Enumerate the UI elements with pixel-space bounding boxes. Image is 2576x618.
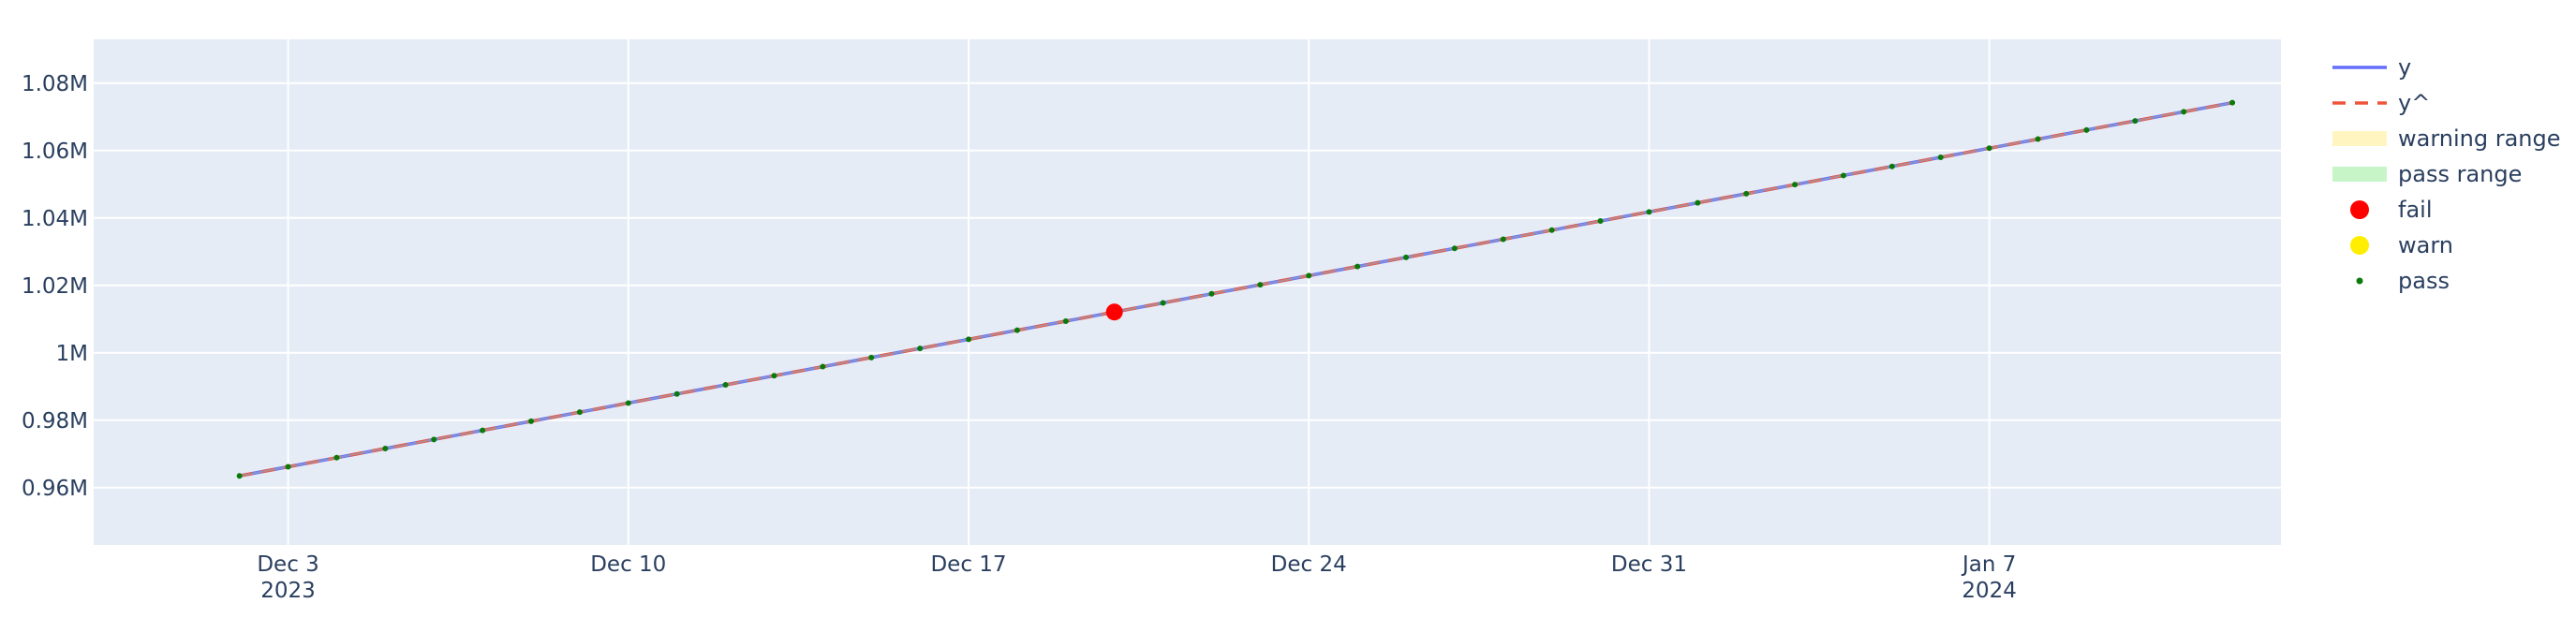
series-layer xyxy=(239,100,2233,478)
legend-item: y xyxy=(2332,54,2411,81)
pass-marker xyxy=(1597,218,1604,225)
pass-marker xyxy=(625,400,631,406)
legend-item: fail xyxy=(2350,197,2433,223)
pass-marker xyxy=(1937,154,1944,160)
legend: y y^ warning range pass range fail warn pass xyxy=(2332,54,2561,294)
pass-marker xyxy=(2229,99,2236,106)
pass-marker xyxy=(1841,172,1846,179)
pass-marker xyxy=(1548,227,1555,233)
pass-marker xyxy=(1062,317,1069,324)
pass-marker xyxy=(2132,118,2139,125)
legend-label: y xyxy=(2398,54,2411,81)
markers-layer xyxy=(236,99,2236,479)
legend-label: fail xyxy=(2398,197,2433,223)
pass-marker xyxy=(1208,290,1215,297)
pass-marker xyxy=(382,446,389,452)
pass-marker xyxy=(333,454,340,461)
pass-marker xyxy=(771,373,777,379)
x-tick-label: Jan 7 xyxy=(1961,552,2016,577)
pass-marker xyxy=(236,473,243,479)
y-axis-ticks: 0.96M 0.98M 1M 1.02M 1.04M 1.06M 1.08M xyxy=(22,72,88,501)
legend-swatch-band xyxy=(2332,131,2387,146)
legend-label: pass xyxy=(2398,268,2450,294)
y-gridlines xyxy=(94,81,2281,489)
pass-marker xyxy=(1743,190,1750,197)
legend-swatch-marker xyxy=(2356,277,2363,285)
pass-marker xyxy=(1257,282,1264,288)
x-tick-label: Dec 24 xyxy=(1271,552,1347,577)
pass-marker xyxy=(1403,254,1409,260)
pass-marker xyxy=(1646,209,1652,215)
pass-marker xyxy=(1792,182,1799,188)
pass-marker xyxy=(1355,263,1361,270)
pass-marker xyxy=(2035,136,2041,142)
pass-marker xyxy=(528,418,534,424)
legend-label: warn xyxy=(2398,232,2453,258)
y-tick-label: 1M xyxy=(56,342,88,366)
legend-item: warning range xyxy=(2332,125,2561,152)
y-tick-label: 0.96M xyxy=(22,477,88,501)
x-tick-year-label: 2023 xyxy=(260,579,316,603)
pass-marker xyxy=(917,346,924,352)
x-tick-label: Dec 31 xyxy=(1611,552,1687,577)
legend-swatch-marker xyxy=(2350,200,2369,219)
pass-marker xyxy=(820,363,826,370)
legend-item: pass range xyxy=(2332,161,2522,187)
pass-marker xyxy=(1451,245,1458,252)
y-tick-label: 0.98M xyxy=(22,409,88,434)
pass-marker xyxy=(2083,126,2090,133)
pass-marker xyxy=(966,336,971,343)
pass-marker xyxy=(1306,272,1312,279)
pass-marker xyxy=(722,382,729,388)
x-gridlines xyxy=(287,39,1991,545)
legend-swatch-band xyxy=(2332,167,2387,182)
pass-marker xyxy=(431,436,437,443)
x-tick-label: Dec 3 xyxy=(257,552,318,577)
pass-marker xyxy=(1888,163,1895,169)
legend-label: pass range xyxy=(2398,161,2522,187)
pass-marker xyxy=(1014,327,1020,333)
series-overlay-line xyxy=(239,101,2233,478)
legend-label: warning range xyxy=(2398,125,2561,152)
pass-marker xyxy=(576,409,583,416)
pass-marker xyxy=(1160,300,1166,306)
fail-marker xyxy=(1105,303,1123,321)
pass-marker xyxy=(1986,145,1992,152)
legend-item: pass xyxy=(2356,268,2450,294)
plot-area xyxy=(94,39,2281,545)
legend-item: y^ xyxy=(2332,90,2430,116)
y-tick-label: 1.08M xyxy=(22,72,88,96)
x-tick-label: Dec 17 xyxy=(930,552,1006,577)
x-tick-year-label: 2024 xyxy=(1962,579,2017,603)
pass-marker xyxy=(285,464,291,470)
y-tick-label: 1.06M xyxy=(22,140,88,164)
y-tick-label: 1.04M xyxy=(22,207,88,231)
pass-marker xyxy=(868,354,875,360)
pass-marker xyxy=(2181,109,2187,115)
legend-item: warn xyxy=(2350,232,2453,258)
legend-label: y^ xyxy=(2398,90,2430,116)
pass-marker xyxy=(480,427,486,434)
x-tick-label: Dec 10 xyxy=(590,552,666,577)
pass-marker xyxy=(1695,199,1701,206)
pass-marker xyxy=(1500,236,1506,243)
y-tick-label: 1.02M xyxy=(22,274,88,299)
legend-swatch-marker xyxy=(2350,236,2369,255)
pass-marker xyxy=(674,390,680,397)
